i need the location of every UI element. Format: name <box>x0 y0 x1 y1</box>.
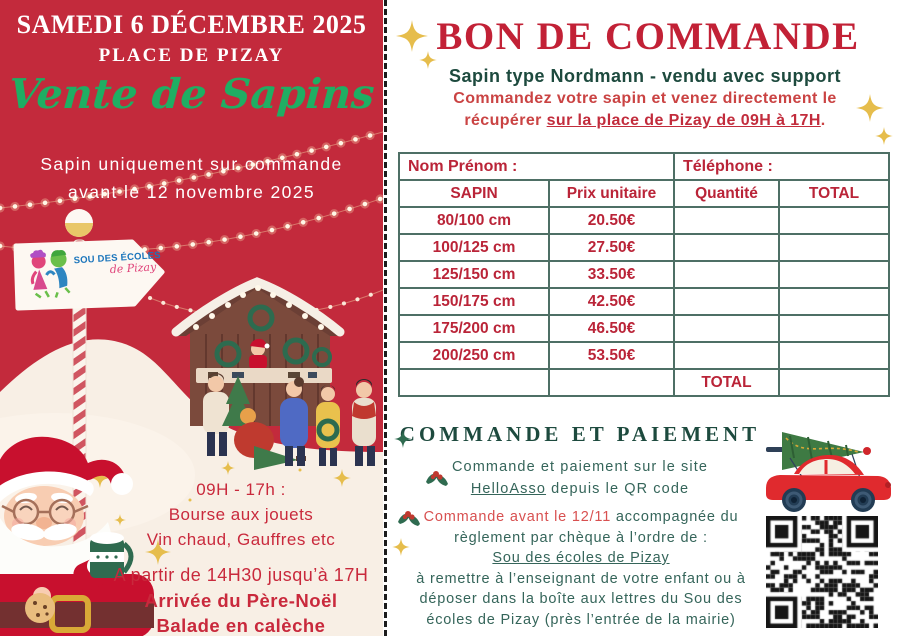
table-row: TOTAL <box>398 368 890 397</box>
pickup-info-underlined: sur la place de Pizay de 09H à 17H <box>546 112 821 129</box>
instruction-line2: déposer dans la boîte aux lettres du Sou… <box>419 591 743 607</box>
name-field[interactable]: Nom Prénom : <box>398 152 675 181</box>
left-panel: SAMEDI 6 DÉCEMBRE 2025 PLACE DE PIZAY Ve… <box>0 0 383 636</box>
schedule-food: Vin chaud, Gauffres etc <box>146 530 336 549</box>
price-cell: 33.50€ <box>548 260 675 289</box>
online-payment-line1: Commande et paiement sur le site <box>451 459 709 475</box>
event-name: Vente de Sapins <box>7 70 376 118</box>
table-row: Nom Prénom : Téléphone : <box>398 152 890 181</box>
header-quantity: Quantité <box>673 179 780 208</box>
size-cell: 80/100 cm <box>398 206 550 235</box>
table-header-row: SAPIN Prix unitaire Quantité TOTAL <box>398 179 890 208</box>
payment-heading: COMMANDE ET PAIEMENT <box>399 422 761 446</box>
total-cell[interactable] <box>778 314 890 343</box>
price-cell: 20.50€ <box>548 206 675 235</box>
intro-line2-end: . <box>820 112 826 129</box>
holly-icon <box>426 471 448 486</box>
order-form-panel: BON DE COMMANDE Sapin type Nordmann - ve… <box>390 0 900 636</box>
event-date-title: SAMEDI 6 DÉCEMBRE 2025 <box>16 10 367 39</box>
header-total: TOTAL <box>778 179 890 208</box>
size-cell: 100/125 cm <box>398 233 550 262</box>
product-subtitle: Sapin type Nordmann - vendu avec support <box>448 66 842 86</box>
sparkle-icon <box>856 94 893 145</box>
schedule-afternoon: A partir de 14H30 jusqu’à 17H <box>113 565 369 585</box>
online-payment-line2-rest: depuis le QR code <box>546 481 690 497</box>
intro-line2: récupérer sur la place de Pizay de 09H à… <box>390 112 900 130</box>
payee-name: Sou des écoles de Pizay <box>492 550 670 566</box>
sparkle-icon <box>396 20 437 69</box>
schedule-block: 09H - 17h : Bourse aux jouets Vin chaud,… <box>96 477 386 636</box>
order-notice-line1: Sapin uniquement sur commande <box>40 154 343 174</box>
table-row: 200/250 cm 53.50€ <box>398 341 890 370</box>
total-cell[interactable] <box>778 260 890 289</box>
price-cell: 27.50€ <box>548 233 675 262</box>
deadline-line: Commande avant le 12/11 accompagnée du <box>392 507 770 528</box>
price-cell: 46.50€ <box>548 314 675 343</box>
table-row: 100/125 cm 27.50€ <box>398 233 890 262</box>
green-sparkle-icon <box>394 430 412 448</box>
holly-icon <box>398 511 420 526</box>
order-notice-line2: avant le 12 novembre 2025 <box>67 182 316 203</box>
people-illustration <box>203 373 376 470</box>
quantity-cell[interactable] <box>673 287 780 316</box>
header-price: Prix unitaire <box>548 179 675 208</box>
quantity-cell[interactable] <box>673 260 780 289</box>
school-association-logo: SOU DES ÉCOLES de Pizay <box>29 249 162 299</box>
instruction-line3: écoles de Pizay (près l’entrée de la mai… <box>426 611 736 628</box>
schedule-santa: Arrivée du Père-Noël <box>144 590 338 611</box>
size-cell: 175/200 cm <box>398 314 550 343</box>
table-row: 150/175 cm 42.50€ <box>398 287 890 316</box>
children-logo-icon <box>30 249 71 299</box>
qr-code <box>766 516 878 628</box>
quantity-cell[interactable] <box>673 341 780 370</box>
header-sapin: SAPIN <box>398 179 550 208</box>
cut-line <box>384 0 387 636</box>
quantity-cell[interactable] <box>673 314 780 343</box>
table-row: 175/200 cm 46.50€ <box>398 314 890 343</box>
online-payment-text: Commande et paiement sur le site HelloAs… <box>400 456 760 500</box>
price-cell: 42.50€ <box>548 287 675 316</box>
santa-icon <box>0 436 154 636</box>
table-row: 80/100 cm 20.50€ <box>398 206 890 235</box>
total-cell[interactable] <box>778 233 890 262</box>
size-cell: 150/175 cm <box>398 287 550 316</box>
online-payment-line2: HelloAsso depuis le QR code <box>400 478 760 500</box>
schedule-hours: 09H - 17h : <box>196 480 286 499</box>
form-title: BON DE COMMANDE <box>436 15 860 58</box>
instruction-line1: à remettre à l’enseignant de votre enfan… <box>416 570 746 587</box>
size-cell: 200/250 cm <box>398 341 550 370</box>
total-cell[interactable] <box>778 206 890 235</box>
deadline-rest: accompagnée du <box>611 509 739 525</box>
total-cell[interactable] <box>778 287 890 316</box>
car-with-tree-icon <box>766 432 891 512</box>
quantity-cell[interactable] <box>673 206 780 235</box>
grand-total-cell[interactable] <box>778 368 890 397</box>
total-label: TOTAL <box>673 368 780 397</box>
size-cell: 125/150 cm <box>398 260 550 289</box>
total-cell[interactable] <box>778 341 890 370</box>
sparkle-icon <box>392 538 410 556</box>
intro-line2-start: récupérer <box>464 112 547 129</box>
cheque-order-line: règlement par chèque à l’ordre de : <box>454 529 708 546</box>
deadline-highlight: Commande avant le 12/11 <box>423 509 612 525</box>
price-cell: 53.50€ <box>548 341 675 370</box>
order-table: Nom Prénom : Téléphone : SAPIN Prix unit… <box>398 152 890 397</box>
event-place: PLACE DE PIZAY <box>98 45 285 66</box>
quantity-cell[interactable] <box>673 233 780 262</box>
intro-line1: Commandez votre sapin et venez directeme… <box>453 90 837 107</box>
cheque-payment-text: Commande avant le 12/11 accompagnée du r… <box>392 507 770 630</box>
helloasso-link[interactable]: HelloAsso <box>470 481 547 497</box>
table-row: 125/150 cm 33.50€ <box>398 260 890 289</box>
phone-field[interactable]: Téléphone : <box>673 152 890 181</box>
order-notice: Sapin uniquement sur commande avant le 1… <box>0 150 383 207</box>
schedule-toys: Bourse aux jouets <box>168 505 314 524</box>
schedule-ride: Balade en calèche <box>156 615 326 636</box>
